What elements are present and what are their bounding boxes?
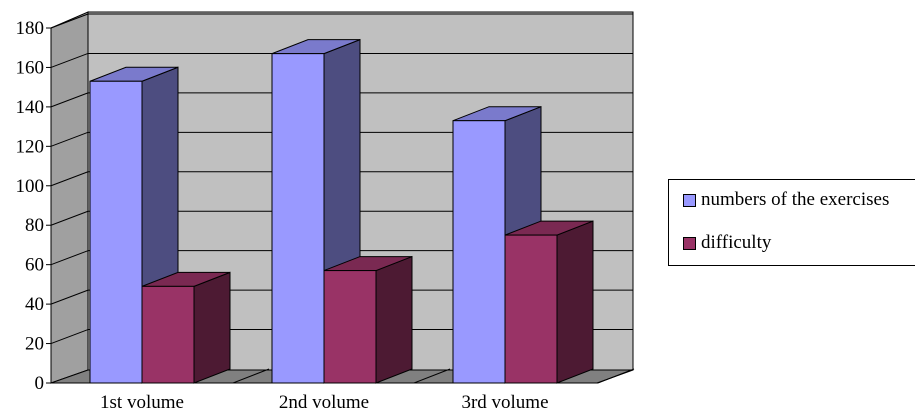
side-wall bbox=[50, 11, 89, 384]
bar-front bbox=[141, 285, 195, 384]
x-tick-mark bbox=[413, 368, 451, 384]
legend-item-difficulty: difficulty bbox=[683, 232, 771, 254]
x-tick-label: 1st volume bbox=[100, 392, 184, 413]
bars bbox=[89, 38, 594, 384]
y-tick-label: 40 bbox=[25, 294, 44, 315]
y-tick-label: 80 bbox=[25, 215, 44, 236]
gridline-side bbox=[50, 329, 89, 345]
y-tick-label: 20 bbox=[25, 334, 44, 355]
y-tick-labels: 0 20 40 60 80 100 120 140 160 180 bbox=[16, 18, 45, 394]
legend: numbers of the exercises difficulty bbox=[668, 179, 915, 266]
legend-label-exercises: numbers of the exercises bbox=[701, 189, 890, 210]
x-tick-labels: 1st volume 2nd volume 3rd volume bbox=[100, 392, 549, 413]
gridline-side bbox=[50, 250, 89, 266]
y-tick-label: 60 bbox=[25, 255, 44, 276]
legend-swatch-exercises bbox=[683, 193, 696, 207]
x-tick-mark bbox=[597, 368, 635, 384]
legend-label-difficulty: difficulty bbox=[701, 232, 772, 253]
x-tick-label: 2nd volume bbox=[279, 392, 369, 413]
y-tick-label: 100 bbox=[16, 176, 45, 197]
legend-swatch-difficulty bbox=[683, 236, 696, 250]
bar-side bbox=[193, 271, 231, 384]
bar-side bbox=[556, 220, 594, 384]
bar-front bbox=[271, 53, 325, 384]
bar bbox=[141, 271, 231, 384]
x-tick-label: 3rd volume bbox=[461, 392, 548, 413]
y-tick-label: 160 bbox=[16, 57, 45, 78]
bar bbox=[504, 220, 594, 384]
x-tick-mark bbox=[232, 368, 270, 384]
y-tick-label: 0 bbox=[35, 373, 45, 394]
y-axis bbox=[46, 27, 52, 384]
y-tick-label: 120 bbox=[16, 136, 45, 157]
legend-item-exercises: numbers of the exercises bbox=[683, 189, 889, 211]
gridline-side bbox=[50, 52, 89, 68]
bar-front bbox=[323, 270, 377, 384]
gridline-side bbox=[50, 210, 89, 226]
bar-side bbox=[375, 255, 413, 384]
gridline-side bbox=[50, 131, 89, 147]
gridline-side bbox=[50, 289, 89, 305]
gridline-side bbox=[50, 171, 89, 187]
y-tick-label: 180 bbox=[16, 18, 45, 39]
bar-front bbox=[89, 80, 143, 384]
bar-front bbox=[504, 234, 558, 384]
bar bbox=[323, 255, 413, 384]
bar-front bbox=[452, 120, 506, 384]
gridline-side bbox=[50, 92, 89, 108]
gridline-side bbox=[50, 13, 89, 29]
y-tick-label: 140 bbox=[16, 97, 45, 118]
